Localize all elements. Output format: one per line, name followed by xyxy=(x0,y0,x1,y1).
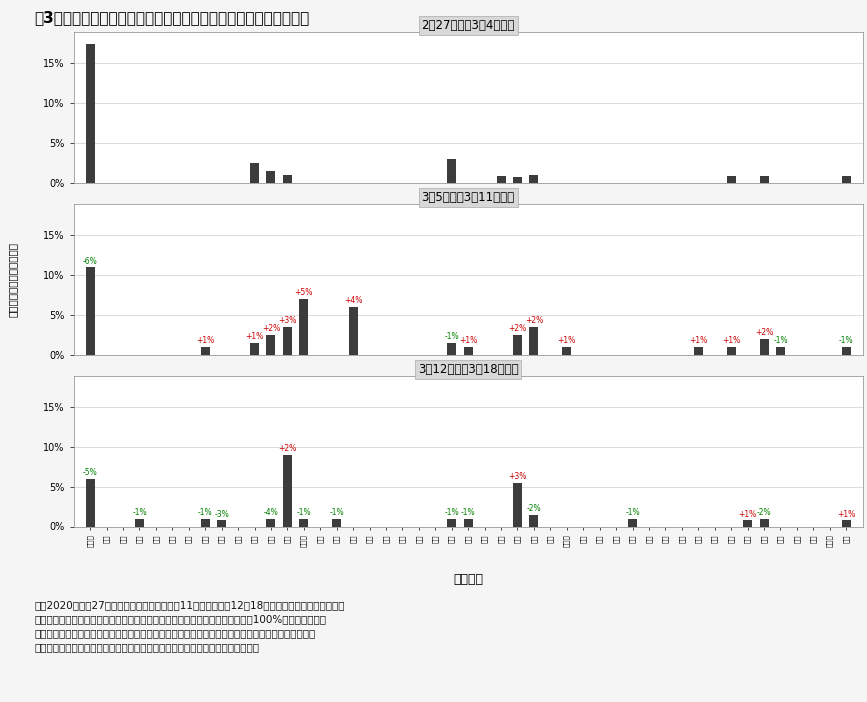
Bar xyxy=(743,520,753,526)
Bar xyxy=(530,515,538,526)
Text: -2%: -2% xyxy=(757,508,772,517)
Bar xyxy=(694,347,703,355)
Title: 3月5日から3月11日まで: 3月5日から3月11日まで xyxy=(421,190,515,204)
Text: +2%: +2% xyxy=(525,316,543,325)
Bar xyxy=(299,299,309,355)
Bar xyxy=(200,519,210,526)
Text: -1%: -1% xyxy=(461,508,475,517)
Bar xyxy=(283,455,292,526)
Bar xyxy=(86,479,95,526)
Text: +3%: +3% xyxy=(278,316,297,325)
Text: +1%: +1% xyxy=(722,336,740,345)
Bar xyxy=(759,176,768,183)
Bar xyxy=(776,347,785,355)
Text: リンクなし患者の相対割合: リンクなし患者の相対割合 xyxy=(8,241,18,317)
Bar xyxy=(250,163,259,183)
Text: 図3．都道府県別にみた感染源（リンク）が未知の感染者数の推移: 図3．都道府県別にみた感染源（リンク）が未知の感染者数の推移 xyxy=(35,11,310,25)
Text: -2%: -2% xyxy=(526,504,541,513)
Bar xyxy=(464,519,473,526)
Bar xyxy=(283,175,292,183)
Bar xyxy=(86,267,95,355)
Bar xyxy=(447,159,456,183)
Bar xyxy=(842,176,851,183)
Text: +1%: +1% xyxy=(739,510,757,519)
Text: +1%: +1% xyxy=(196,336,214,345)
Bar xyxy=(266,335,276,355)
Text: +5%: +5% xyxy=(295,289,313,298)
Text: -4%: -4% xyxy=(264,508,278,517)
Text: +1%: +1% xyxy=(689,336,707,345)
Bar xyxy=(217,520,226,526)
Bar xyxy=(349,307,358,355)
Text: 注：2020年２月27日〜３月４日、３月５日〜11日および３月12〜18日の間に報道発表された各都
　道府県の感染源がわからない感染者数の相対割合（各期間中の全: 注：2020年２月27日〜３月４日、３月５日〜11日および３月12〜18日の間に… xyxy=(35,600,345,652)
Bar xyxy=(283,326,292,355)
Text: -1%: -1% xyxy=(625,508,640,517)
Bar xyxy=(513,335,522,355)
Text: +1%: +1% xyxy=(557,336,576,345)
Text: -1%: -1% xyxy=(198,508,212,517)
Text: -6%: -6% xyxy=(82,256,97,265)
Text: 都道府県: 都道府県 xyxy=(453,573,483,585)
Text: +2%: +2% xyxy=(278,444,297,453)
Bar xyxy=(266,171,276,183)
Bar xyxy=(513,177,522,183)
Text: +2%: +2% xyxy=(755,328,773,337)
Text: -1%: -1% xyxy=(773,336,788,345)
Bar xyxy=(530,326,538,355)
Bar xyxy=(200,347,210,355)
Text: +4%: +4% xyxy=(344,296,362,305)
Bar xyxy=(563,347,571,355)
Text: +1%: +1% xyxy=(245,332,264,341)
Title: 2月27日から3月4日まで: 2月27日から3月4日まで xyxy=(421,18,515,32)
Bar xyxy=(464,347,473,355)
Bar xyxy=(447,343,456,355)
Text: +1%: +1% xyxy=(459,336,478,345)
Bar xyxy=(332,519,342,526)
Title: 3月12日から3月18日まで: 3月12日から3月18日まで xyxy=(418,362,518,376)
Text: -1%: -1% xyxy=(329,508,344,517)
Bar xyxy=(447,519,456,526)
Text: -1%: -1% xyxy=(445,508,459,517)
Bar xyxy=(497,176,505,183)
Text: +3%: +3% xyxy=(508,472,526,482)
Bar xyxy=(727,176,736,183)
Bar xyxy=(513,483,522,526)
Bar xyxy=(759,519,768,526)
Text: -1%: -1% xyxy=(132,508,147,517)
Text: +1%: +1% xyxy=(838,510,856,519)
Bar xyxy=(86,44,95,183)
Bar xyxy=(759,338,768,355)
Text: -3%: -3% xyxy=(214,510,229,519)
Bar xyxy=(266,519,276,526)
Text: -1%: -1% xyxy=(839,336,853,345)
Text: +2%: +2% xyxy=(508,324,526,333)
Bar xyxy=(628,519,637,526)
Text: -1%: -1% xyxy=(445,332,459,341)
Text: -5%: -5% xyxy=(82,468,97,477)
Bar xyxy=(530,175,538,183)
Bar xyxy=(842,520,851,526)
Bar xyxy=(135,519,144,526)
Bar xyxy=(299,519,309,526)
Text: +2%: +2% xyxy=(262,324,280,333)
Bar xyxy=(842,347,851,355)
Bar xyxy=(250,343,259,355)
Text: -1%: -1% xyxy=(297,508,311,517)
Bar xyxy=(727,347,736,355)
